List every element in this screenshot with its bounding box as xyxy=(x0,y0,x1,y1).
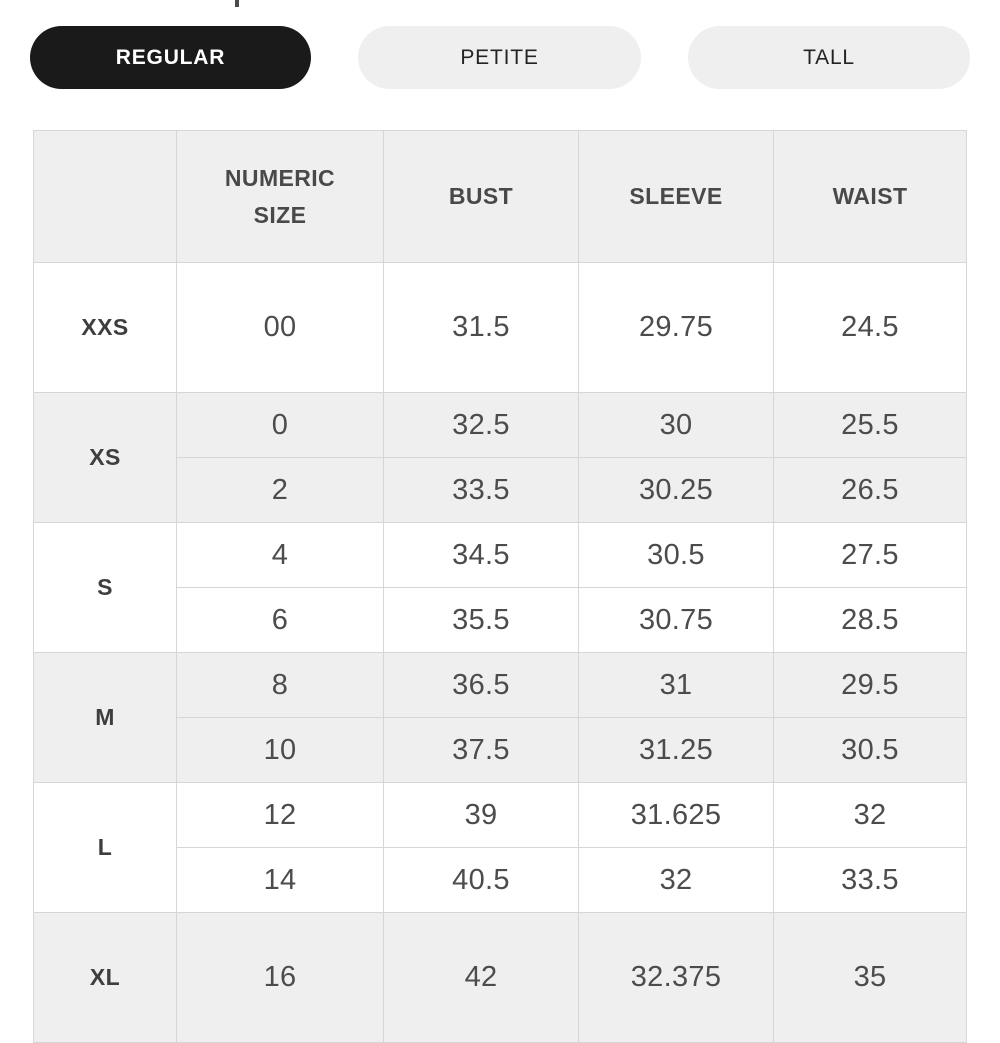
cell-numeric: 2 xyxy=(176,457,384,523)
cell-bust: 31.5 xyxy=(383,262,579,393)
cell-sleeve: 30 xyxy=(578,392,774,458)
cell-bust: 42 xyxy=(383,912,579,1043)
table-row-l-12: L 12 39 31.625 32 xyxy=(33,782,967,913)
cell-waist: 25.5 xyxy=(773,392,967,458)
cell-waist: 28.5 xyxy=(773,587,967,653)
tab-regular[interactable]: REGULAR xyxy=(30,26,311,89)
table-row-xs-0: XS 0 32.5 30 25.5 xyxy=(33,392,967,523)
header-waist: WAIST xyxy=(773,130,967,263)
cell-sleeve: 29.75 xyxy=(578,262,774,393)
size-table-header: NUMERIC SIZE BUST SLEEVE WAIST xyxy=(33,130,967,263)
table-row-xs-2: 2 33.5 30.25 26.5 xyxy=(34,457,967,523)
header-bust: BUST xyxy=(383,130,579,263)
cell-waist: 29.5 xyxy=(773,652,967,718)
cell-waist: 27.5 xyxy=(773,522,967,588)
cell-numeric: 16 xyxy=(176,912,384,1043)
tab-tall[interactable]: TALL xyxy=(688,26,970,89)
header-numeric-size-label: NUMERIC SIZE xyxy=(224,164,336,228)
cell-sleeve: 30.25 xyxy=(578,457,774,523)
cell-waist: 35 xyxy=(773,912,967,1043)
clipped-text-fragment xyxy=(235,0,239,7)
cell-numeric: 4 xyxy=(176,522,384,588)
cell-numeric: 8 xyxy=(176,652,384,718)
cell-waist: 24.5 xyxy=(773,262,967,393)
cell-sleeve: 31.25 xyxy=(578,717,774,783)
tab-petite[interactable]: PETITE xyxy=(358,26,641,89)
cell-waist: 32 xyxy=(773,782,967,848)
cell-numeric: 6 xyxy=(176,587,384,653)
size-table: NUMERIC SIZE BUST SLEEVE WAIST XXS 00 31… xyxy=(33,130,967,1043)
cell-waist: 33.5 xyxy=(773,847,967,913)
cell-bust: 32.5 xyxy=(383,392,579,458)
cell-bust: 39 xyxy=(383,782,579,848)
table-row-xl: XL 16 42 32.375 35 xyxy=(33,912,967,1043)
table-row-s-4: S 4 34.5 30.5 27.5 xyxy=(33,522,967,653)
table-row-s-6: 6 35.5 30.75 28.5 xyxy=(34,587,967,653)
cell-waist: 26.5 xyxy=(773,457,967,523)
size-label-s: S xyxy=(33,522,177,653)
header-sleeve: SLEEVE xyxy=(578,130,774,263)
header-size xyxy=(33,130,177,263)
cell-waist: 30.5 xyxy=(773,717,967,783)
table-row-l-14: 14 40.5 32 33.5 xyxy=(34,847,967,913)
size-label-xl: XL xyxy=(33,912,177,1043)
header-numeric-size: NUMERIC SIZE xyxy=(176,130,384,263)
cell-sleeve: 31.625 xyxy=(578,782,774,848)
size-label-xxs: XXS xyxy=(33,262,177,393)
cell-sleeve: 32.375 xyxy=(578,912,774,1043)
cell-bust: 37.5 xyxy=(383,717,579,783)
cell-numeric: 12 xyxy=(176,782,384,848)
cell-sleeve: 31 xyxy=(578,652,774,718)
cell-bust: 34.5 xyxy=(383,522,579,588)
cell-bust: 36.5 xyxy=(383,652,579,718)
cell-sleeve: 30.75 xyxy=(578,587,774,653)
cell-bust: 33.5 xyxy=(383,457,579,523)
fit-tabs: REGULAR PETITE TALL xyxy=(30,26,970,89)
cell-sleeve: 30.5 xyxy=(578,522,774,588)
cell-numeric: 0 xyxy=(176,392,384,458)
size-label-l: L xyxy=(33,782,177,913)
table-row-xxs: XXS 00 31.5 29.75 24.5 xyxy=(33,262,967,393)
header-row: NUMERIC SIZE BUST SLEEVE WAIST xyxy=(33,130,967,263)
cell-numeric: 10 xyxy=(176,717,384,783)
table-row-m-10: 10 37.5 31.25 30.5 xyxy=(34,717,967,783)
size-chart: NUMERIC SIZE BUST SLEEVE WAIST XXS 00 31… xyxy=(33,130,967,1043)
cell-sleeve: 32 xyxy=(578,847,774,913)
size-label-m: M xyxy=(33,652,177,783)
size-label-xs: XS xyxy=(33,392,177,523)
cell-bust: 35.5 xyxy=(383,587,579,653)
table-row-m-8: M 8 36.5 31 29.5 xyxy=(33,652,967,783)
cell-numeric: 00 xyxy=(176,262,384,393)
cell-numeric: 14 xyxy=(176,847,384,913)
cell-bust: 40.5 xyxy=(383,847,579,913)
